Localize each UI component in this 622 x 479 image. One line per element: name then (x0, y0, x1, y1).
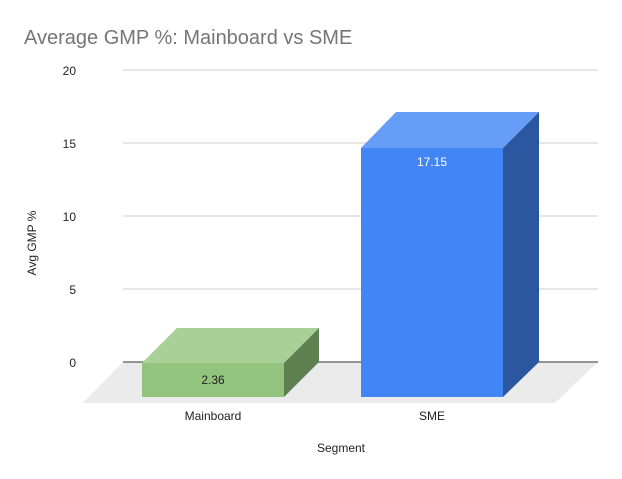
bar-sme-side (503, 112, 539, 397)
y-tick-20: 20 (63, 64, 77, 78)
bar-mainboard-side (284, 328, 319, 397)
data-label-sme: 17.15 (417, 155, 447, 169)
bar-sme[interactable]: 17.15 (361, 112, 539, 397)
x-tick-mainboard: Mainboard (185, 409, 242, 423)
y-tick-0: 0 (69, 356, 76, 370)
bar-sme-top (361, 112, 539, 148)
bar-sme-front (361, 148, 503, 397)
y-tick-15: 15 (63, 137, 77, 151)
bar-mainboard-front (142, 363, 284, 397)
bar-mainboard-top (142, 328, 319, 363)
y-tick-10: 10 (63, 210, 77, 224)
chart-title: Average GMP %: Mainboard vs SME (24, 27, 352, 49)
data-label-mainboard: 2.36 (201, 373, 225, 387)
x-axis-label: Segment (317, 441, 366, 455)
y-tick-5: 5 (69, 283, 76, 297)
x-tick-sme: SME (419, 409, 445, 423)
bar-mainboard[interactable]: 2.36 (142, 328, 319, 397)
y-axis-label: Avg GMP % (25, 210, 39, 275)
